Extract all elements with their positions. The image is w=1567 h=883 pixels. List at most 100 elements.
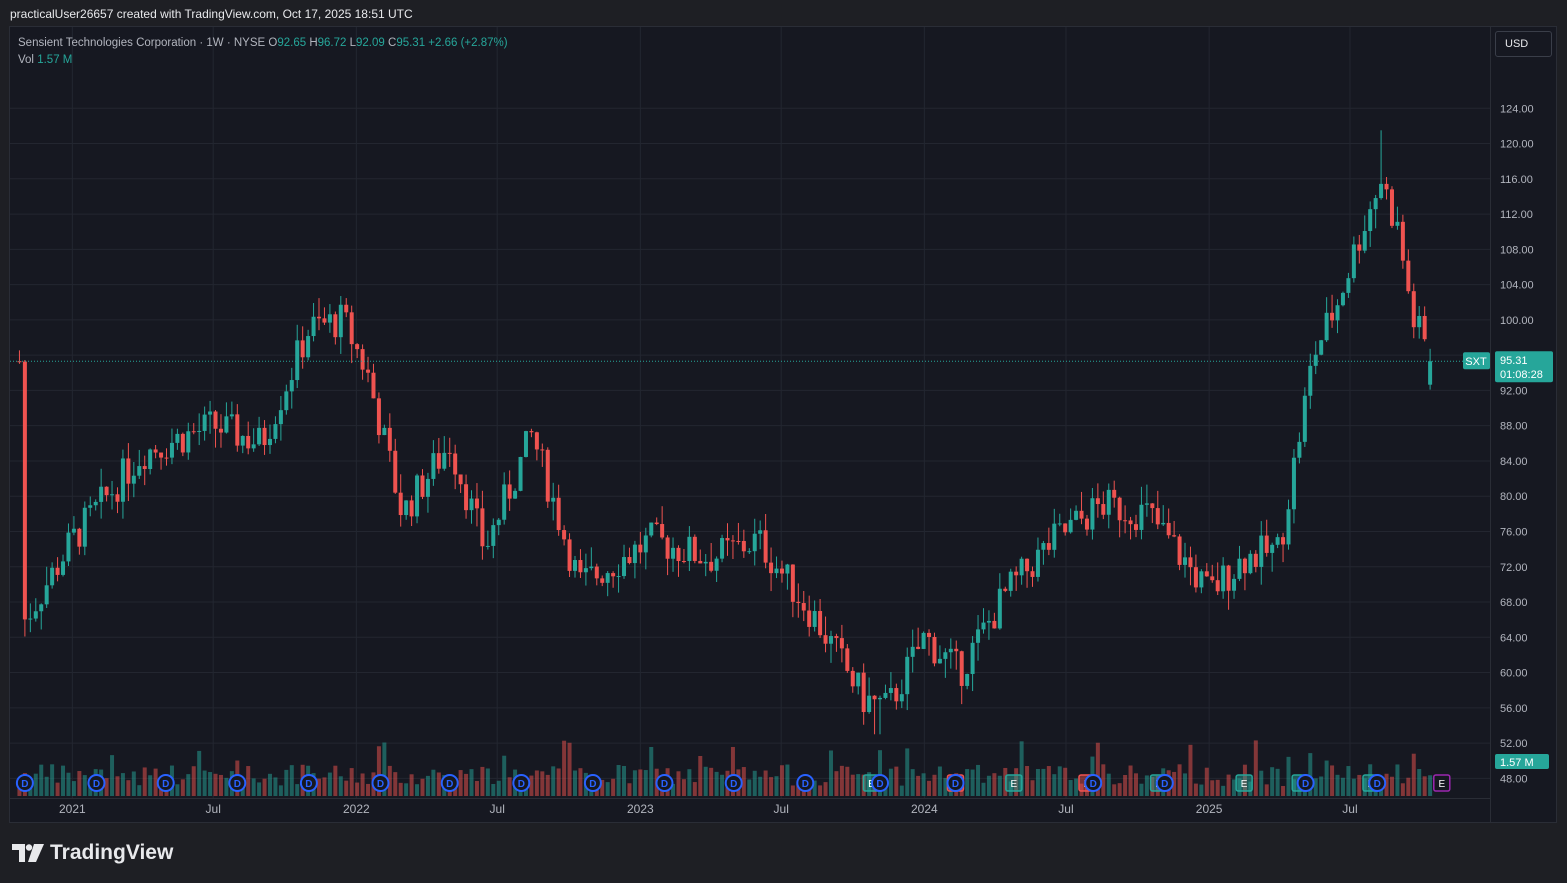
candle-body — [845, 648, 850, 671]
candle-body — [246, 435, 251, 449]
candle-body — [687, 536, 692, 562]
volume-bar — [1123, 775, 1128, 796]
candle-body — [660, 524, 665, 538]
currency-selector[interactable]: USD — [1495, 31, 1552, 57]
volume-bar — [611, 778, 616, 796]
candle-body — [692, 536, 697, 561]
volume-bar — [148, 775, 153, 796]
candle-body — [1330, 312, 1335, 321]
candle-body — [447, 452, 452, 454]
candle-body — [120, 458, 125, 502]
volume-bar — [1395, 764, 1400, 796]
dividend-marker — [440, 774, 459, 792]
candle-body — [878, 697, 883, 700]
volume-bar — [474, 780, 479, 796]
volume-bar — [529, 775, 534, 796]
volume-bar — [1253, 740, 1258, 796]
candle-body — [937, 658, 942, 664]
candle-body — [883, 692, 888, 698]
volume-bar — [828, 750, 833, 796]
candle-body — [213, 411, 218, 429]
volume-bar — [464, 773, 469, 796]
candle-body — [284, 391, 289, 411]
candle-body — [790, 564, 795, 602]
volume-bar — [1389, 776, 1394, 796]
candle-body — [671, 547, 676, 559]
volume-bar — [469, 769, 474, 796]
dividend-marker — [655, 774, 674, 792]
candle-body — [311, 316, 316, 337]
price-chart[interactable]: DDDDDDDDDDDDEDEDEEDEDEEDEDE 124.00120.00… — [10, 27, 1556, 822]
dividend-marker — [583, 774, 602, 792]
volume-bar — [1204, 767, 1209, 796]
volume-bar — [556, 768, 561, 796]
time-tick-label: Jul — [490, 802, 505, 816]
time-tick-label: 2022 — [343, 802, 370, 816]
volume-bar — [823, 782, 828, 796]
volume-bar — [888, 768, 893, 796]
price-tags: SXT 95.31 01:08:28 1.57 M — [10, 351, 1553, 769]
candle-body — [769, 562, 774, 574]
volume-bar — [1313, 778, 1318, 796]
volume-bar — [1057, 766, 1062, 796]
chart-pane[interactable]: DDDDDDDDDDDDEDEDEEDEDEEDEDE 124.00120.00… — [9, 26, 1557, 823]
volume-bar — [1030, 780, 1035, 796]
volume-bar — [1112, 784, 1117, 796]
candle-body — [1139, 504, 1144, 530]
volume-bar — [1270, 767, 1275, 796]
candle-body — [954, 648, 959, 652]
candle-body — [758, 530, 763, 534]
candle-body — [110, 494, 115, 496]
candle-body — [1384, 183, 1389, 190]
dividend-marker-label: D — [1374, 779, 1381, 790]
earnings-marker — [1235, 774, 1253, 792]
candle-body — [1226, 565, 1231, 591]
volume-label[interactable]: Vol — [18, 54, 34, 66]
volume-value: 1.57 M — [37, 54, 73, 66]
volume-bar — [1242, 764, 1247, 796]
volume-bar — [126, 780, 131, 796]
volume-bar — [1384, 773, 1389, 796]
candle-body — [1183, 557, 1188, 565]
candle-body — [1259, 535, 1264, 567]
volume-bar — [545, 774, 550, 796]
price-tick-label: 76.00 — [1500, 526, 1528, 538]
volume-bar — [921, 773, 926, 796]
volume-bar — [458, 770, 463, 796]
dividend-marker-label: D — [802, 779, 809, 790]
volume-bar — [1308, 753, 1313, 796]
volume-bar — [1275, 768, 1280, 796]
candle-body — [513, 490, 518, 499]
volume-bar — [796, 783, 801, 796]
candle-body — [730, 540, 735, 542]
candle-body — [905, 656, 910, 695]
symbol-description[interactable]: Sensient Technologies Corporation · 1W ·… — [18, 37, 266, 49]
price-tick-label: 56.00 — [1500, 703, 1528, 715]
volume-bar — [981, 782, 986, 796]
volume-bar — [1357, 774, 1362, 796]
candle-body — [703, 561, 708, 564]
candle-body — [1422, 315, 1427, 340]
candle-body — [589, 566, 594, 569]
candle-body — [1172, 535, 1177, 537]
volume-bar — [289, 765, 294, 796]
candle-body — [1395, 221, 1400, 226]
candle-body — [180, 433, 185, 453]
brand-name: TradingView — [50, 841, 174, 864]
volume-bar — [317, 778, 322, 796]
volume-bar — [997, 775, 1002, 796]
volume-bar — [692, 782, 697, 796]
candle-body — [567, 539, 572, 571]
candle-body — [540, 449, 545, 451]
candle-body — [137, 466, 142, 476]
candle-body — [1417, 315, 1422, 328]
candle-body — [1133, 524, 1138, 530]
volume-bar — [1221, 785, 1226, 796]
volume-bar — [1193, 783, 1198, 796]
candle-body — [1155, 508, 1160, 525]
price-tick-label: 112.00 — [1500, 209, 1533, 221]
volume-bar — [77, 771, 82, 796]
dividend-marker-label: D — [305, 779, 312, 790]
volume-last-label: 1.57 M — [1500, 757, 1534, 769]
candle-body — [453, 453, 458, 475]
